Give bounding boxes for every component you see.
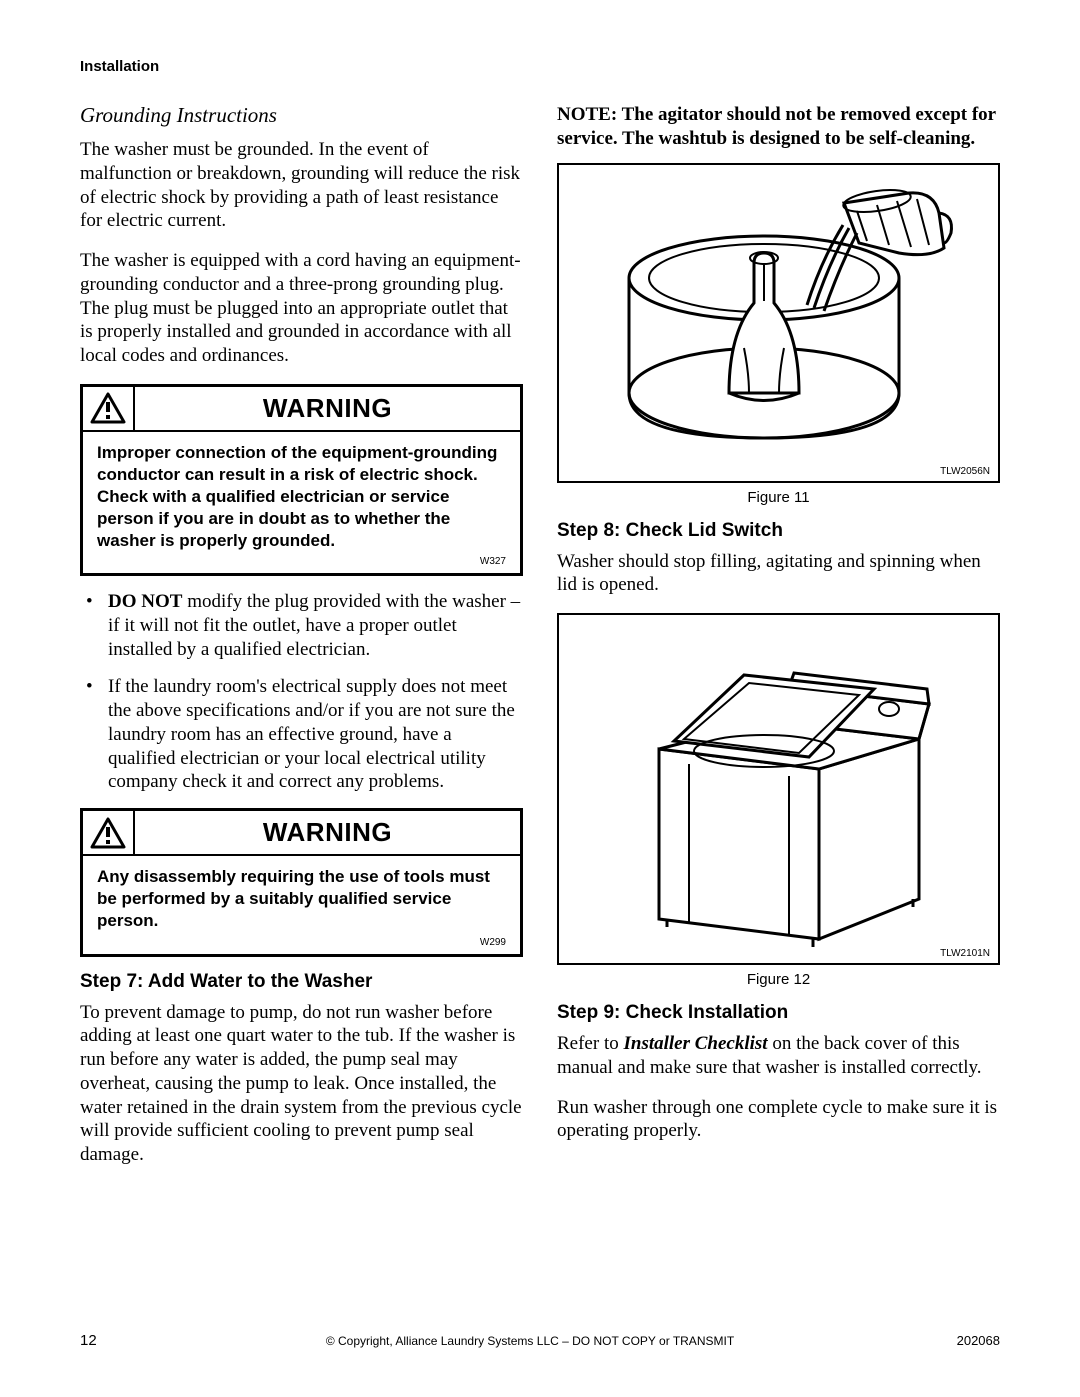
page-number: 12	[80, 1332, 140, 1349]
copyright-text: © Copyright, Alliance Laundry Systems LL…	[140, 1334, 920, 1348]
step7-body: To prevent damage to pump, do not run wa…	[80, 1001, 523, 1167]
two-column-layout: Grounding Instructions The washer must b…	[80, 103, 1000, 1183]
step9-p2: Run washer through one complete cycle to…	[557, 1096, 1000, 1144]
figure-12-caption: Figure 12	[557, 971, 1000, 988]
step8-body: Washer should stop filling, agitating an…	[557, 550, 1000, 598]
step9-heading: Step 9: Check Installation	[557, 1002, 1000, 1024]
figure-11-box: TLW2056N	[557, 163, 1000, 483]
figure-11-caption: Figure 11	[557, 489, 1000, 506]
grounding-p2: The washer is equipped with a cord havin…	[80, 249, 523, 368]
bullet-1: DO NOT modify the plug provided with the…	[108, 590, 523, 661]
warning-icon	[83, 387, 135, 430]
warning-body: Improper connection of the equipment-gro…	[83, 432, 520, 556]
warning-title: WARNING	[135, 811, 520, 854]
right-column: NOTE: The agitator should not be removed…	[557, 103, 1000, 1183]
grounding-subtitle: Grounding Instructions	[80, 103, 523, 128]
document-number: 202068	[920, 1333, 1000, 1348]
step9-p1: Refer to Installer Checklist on the back…	[557, 1032, 1000, 1080]
figure-code: TLW2056N	[940, 466, 990, 477]
figure-12-box: TLW2101N	[557, 613, 1000, 965]
grounding-p1: The washer must be grounded. In the even…	[80, 138, 523, 233]
step7-heading: Step 7: Add Water to the Washer	[80, 971, 523, 993]
warning-title: WARNING	[135, 387, 520, 430]
warning-icon	[83, 811, 135, 854]
left-column: Grounding Instructions The washer must b…	[80, 103, 523, 1183]
step8-heading: Step 8: Check Lid Switch	[557, 520, 1000, 542]
note-text: NOTE: The agitator should not be removed…	[557, 103, 1000, 151]
section-header: Installation	[80, 58, 1000, 75]
warning-box-1: WARNING Improper connection of the equip…	[80, 384, 523, 576]
page-footer: 12 © Copyright, Alliance Laundry Systems…	[80, 1332, 1000, 1349]
warning-box-2: WARNING Any disassembly requiring the us…	[80, 808, 523, 956]
bullet-2: If the laundry room's electrical supply …	[108, 675, 523, 794]
figure-11-illustration	[599, 183, 959, 463]
figure-code: TLW2101N	[940, 948, 990, 959]
figure-12-illustration	[589, 629, 969, 949]
warning-code: W299	[83, 937, 520, 954]
bullet-list: DO NOT modify the plug provided with the…	[80, 590, 523, 794]
warning-body: Any disassembly requiring the use of too…	[83, 856, 520, 936]
warning-code: W327	[83, 556, 520, 573]
